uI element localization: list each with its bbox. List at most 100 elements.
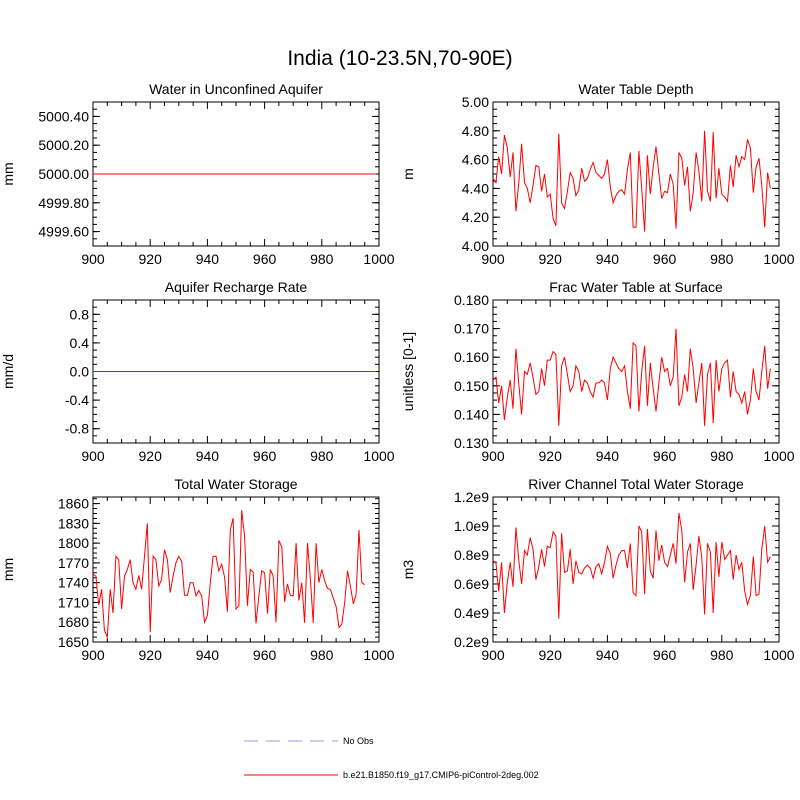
y-tick-label: 0.130 — [454, 435, 489, 451]
panel-title: Water Table Depth — [578, 81, 693, 97]
y-tick-label: 4.20 — [462, 209, 489, 225]
panel-title: Frac Water Table at Surface — [549, 279, 723, 295]
panel-water-table-depth: Water Table Depth m 900 920 940 960 980 1000 4.0… — [400, 81, 795, 267]
y-tick-label: 4999.60 — [38, 224, 89, 240]
x-tick-label: 960 — [253, 251, 277, 267]
y-tick-label: 0.8e9 — [454, 547, 489, 563]
legend-label-no-obs: No Obs — [343, 736, 374, 746]
y-tick-label: 0.150 — [454, 378, 489, 394]
x-tick-label: 920 — [539, 448, 563, 464]
series-line — [92, 510, 365, 638]
y-tick-label: 1680 — [58, 614, 89, 630]
x-tick-label: 940 — [596, 448, 620, 464]
series-line — [492, 130, 771, 232]
x-tick-label: 920 — [539, 647, 563, 663]
x-tick-label: 980 — [710, 251, 734, 267]
x-tick-label: 960 — [253, 647, 277, 663]
x-tick-label: 960 — [653, 647, 677, 663]
x-tick-label: 980 — [310, 448, 334, 464]
y-axis-label: m — [400, 168, 416, 180]
y-tick-label: 5000.00 — [38, 166, 89, 182]
y-axis-label: mm — [0, 558, 16, 581]
plot-frame — [492, 496, 780, 643]
x-tick-label: 1000 — [363, 448, 394, 464]
x-tick-label: 980 — [310, 251, 334, 267]
y-tick-label: 0.6e9 — [454, 576, 489, 592]
x-tick-label: 960 — [653, 251, 677, 267]
plot-frame — [92, 496, 380, 643]
x-tick-label: 940 — [596, 647, 620, 663]
x-tick-label: 900 — [481, 448, 505, 464]
series-line — [492, 328, 771, 426]
y-tick-label: 1650 — [58, 634, 89, 650]
y-tick-label: 0.2e9 — [454, 634, 489, 650]
x-tick-label: 900 — [481, 647, 505, 663]
x-tick-label: 980 — [710, 647, 734, 663]
x-tick-label: 960 — [653, 448, 677, 464]
y-tick-label: 1770 — [58, 555, 89, 571]
y-tick-label: -0.4 — [65, 392, 89, 408]
x-tick-label: 920 — [139, 647, 163, 663]
x-tick-label: 920 — [139, 251, 163, 267]
panel-unconfined-aquifer: Water in Unconfined Aquifer mm 900 920 940 96… — [0, 81, 395, 267]
y-tick-label: 0.160 — [454, 349, 489, 365]
y-tick-label: 1830 — [58, 515, 89, 531]
y-tick-label: 5000.20 — [38, 137, 89, 153]
x-tick-label: 1000 — [363, 251, 394, 267]
x-tick-label: 900 — [81, 647, 105, 663]
x-tick-label: 980 — [310, 647, 334, 663]
plot-frame — [492, 299, 780, 444]
y-tick-label: 4.00 — [462, 238, 489, 254]
panel-title: Aquifer Recharge Rate — [165, 279, 308, 295]
y-tick-label: 1710 — [58, 594, 89, 610]
panel-title: Water in Unconfined Aquifer — [149, 81, 323, 97]
x-tick-label: 940 — [196, 251, 220, 267]
y-tick-label: 1740 — [58, 575, 89, 591]
legend: No Obs b.e21.B1850.f19_g17.CMIP6-piContr… — [244, 736, 539, 780]
panel-river-channel-storage: River Channel Total Water Storage m3 900 92… — [400, 476, 795, 663]
panel-total-water-storage: Total Water Storage mm 900 920 940 960 980 1000… — [0, 476, 395, 663]
x-tick-label: 1000 — [363, 647, 394, 663]
x-tick-label: 1000 — [763, 448, 794, 464]
y-tick-label: 4.80 — [462, 123, 489, 139]
y-tick-label: 4.60 — [462, 152, 489, 168]
panel-aquifer-recharge: Aquifer Recharge Rate mm/d 900 920 940 960 980… — [0, 279, 395, 464]
panels-group: Water in Unconfined Aquifer mm 900 920 940 96… — [0, 81, 795, 663]
y-tick-label: 0.140 — [454, 406, 489, 422]
x-tick-label: 1000 — [763, 647, 794, 663]
x-tick-label: 920 — [539, 251, 563, 267]
y-tick-label: -0.8 — [65, 421, 89, 437]
x-tick-label: 900 — [81, 448, 105, 464]
series-line — [492, 512, 771, 619]
y-tick-label: 5000.40 — [38, 108, 89, 124]
y-tick-label: 1800 — [58, 535, 89, 551]
x-tick-label: 940 — [196, 448, 220, 464]
y-tick-label: 5.00 — [462, 94, 489, 110]
panel-title: Total Water Storage — [174, 476, 297, 492]
panel-title: River Channel Total Water Storage — [528, 476, 744, 492]
x-tick-label: 900 — [481, 251, 505, 267]
y-tick-label: 0.170 — [454, 321, 489, 337]
y-axis-label: unitless [0-1] — [400, 332, 416, 411]
x-tick-label: 920 — [139, 448, 163, 464]
y-tick-label: 0.4 — [70, 335, 90, 351]
x-tick-label: 900 — [81, 251, 105, 267]
y-tick-label: 1.0e9 — [454, 518, 489, 534]
x-tick-label: 940 — [196, 647, 220, 663]
y-axis-label: mm/d — [0, 354, 16, 389]
y-tick-label: 0.8 — [70, 306, 90, 322]
x-tick-label: 1000 — [763, 251, 794, 267]
y-tick-label: 0.180 — [454, 292, 489, 308]
y-tick-label: 4999.80 — [38, 195, 89, 211]
figure-title: India (10-23.5N,70-90E) — [287, 47, 512, 70]
x-tick-label: 940 — [596, 251, 620, 267]
panel-frac-water-table: Frac Water Table at Surface unitless [0-1… — [400, 279, 795, 464]
y-axis-label: mm — [0, 162, 16, 185]
y-tick-label: 4.40 — [462, 180, 489, 196]
x-tick-label: 980 — [710, 448, 734, 464]
y-tick-label: 1860 — [58, 496, 89, 512]
x-tick-label: 960 — [253, 448, 277, 464]
y-tick-label: 1.2e9 — [454, 489, 489, 505]
y-tick-label: 0.4e9 — [454, 605, 489, 621]
